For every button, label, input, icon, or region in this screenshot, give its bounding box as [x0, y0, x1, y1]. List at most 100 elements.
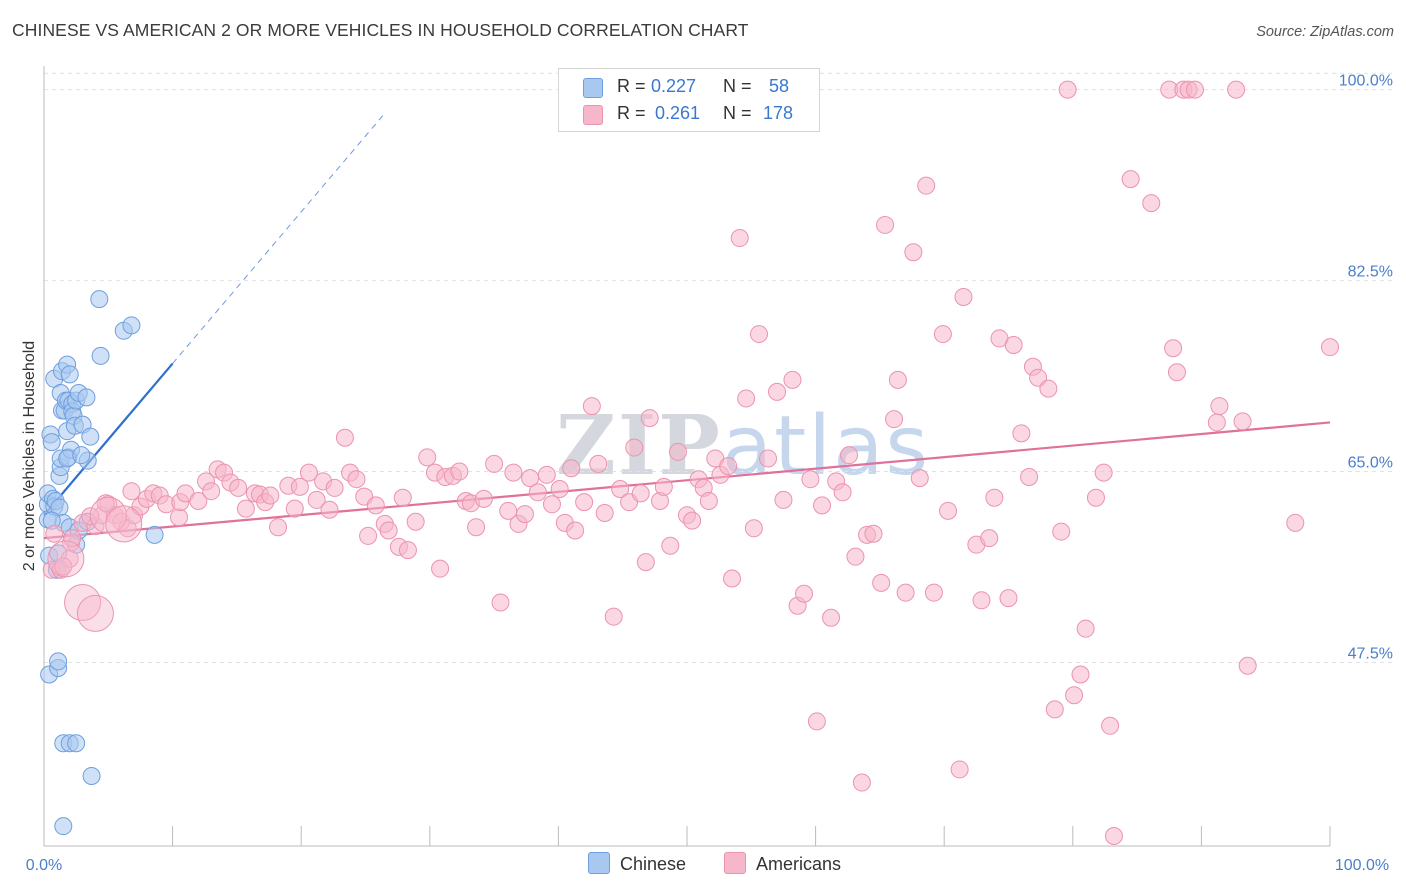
americans-point — [1012, 424, 1031, 443]
chinese-swatch — [583, 78, 603, 98]
americans-point — [325, 478, 344, 497]
americans-point — [924, 583, 943, 602]
americans-point — [917, 176, 936, 195]
y-tick-label: 65.0% — [1348, 455, 1393, 472]
americans-point — [625, 438, 644, 457]
americans-point — [320, 500, 339, 519]
americans-point — [876, 215, 895, 234]
americans-point — [1142, 194, 1161, 213]
americans-point — [550, 480, 569, 499]
americans-point — [750, 325, 769, 344]
americans-point — [864, 524, 883, 543]
americans-point — [406, 512, 425, 531]
stats-legend: R = 0.227 N = 58 R = 0.261 N = 178 — [558, 68, 820, 132]
americans-point — [604, 607, 623, 626]
americans-point — [950, 760, 969, 779]
americans-point — [636, 553, 655, 572]
americans-point — [1094, 463, 1113, 482]
gridlines — [44, 72, 1394, 664]
r-value: 0.261 — [655, 103, 701, 123]
americans-point — [582, 397, 601, 416]
americans-point — [1286, 513, 1305, 532]
n-value: 178 — [763, 103, 794, 123]
legend-item-americans: Americans — [724, 852, 841, 875]
americans-point — [933, 325, 952, 344]
americans-point — [45, 524, 64, 543]
americans-point — [1020, 468, 1039, 487]
americans-point — [852, 773, 871, 792]
americans-point — [885, 410, 904, 429]
r-value: 0.227 — [651, 76, 697, 96]
n-label: N = — [723, 76, 752, 96]
americans-point — [64, 583, 102, 621]
americans-swatch — [724, 852, 746, 874]
americans-point — [54, 557, 73, 576]
americans-point — [1052, 522, 1071, 541]
americans-point — [504, 463, 523, 482]
americans-point — [611, 480, 630, 499]
americans-point — [783, 370, 802, 389]
chinese-point — [145, 525, 164, 544]
americans-point — [1004, 335, 1023, 354]
americans-point — [954, 287, 973, 306]
chinese-point — [122, 316, 141, 335]
americans-point — [589, 454, 608, 473]
americans-point — [774, 490, 793, 509]
source-label: Source: ZipAtlas.com — [1256, 24, 1394, 40]
chart-title: CHINESE VS AMERICAN 2 OR MORE VEHICLES I… — [12, 20, 749, 40]
americans-swatch — [583, 105, 603, 125]
americans-point — [719, 457, 738, 476]
americans-point — [307, 490, 326, 509]
americans-point — [737, 389, 756, 408]
americans-point — [450, 462, 469, 481]
x-tick-label: 0.0% — [26, 857, 62, 874]
chinese-point — [54, 817, 73, 836]
americans-point — [562, 459, 581, 478]
americans-point — [1071, 665, 1090, 684]
americans-point — [744, 519, 763, 538]
americans-point — [972, 591, 991, 610]
americans-point — [528, 483, 547, 502]
americans-point — [236, 499, 255, 518]
chinese-point — [90, 290, 109, 309]
legend-label-americans: Americans — [756, 854, 842, 874]
americans-point — [1210, 397, 1229, 416]
americans-point — [229, 478, 248, 497]
americans-point — [170, 508, 189, 527]
americans-point — [699, 492, 718, 511]
americans-point — [285, 499, 304, 518]
legend-label-chinese: Chinese — [620, 854, 687, 874]
americans-point — [1185, 80, 1204, 99]
americans-point — [801, 470, 820, 489]
americans-point — [904, 243, 923, 262]
americans-point — [1076, 619, 1095, 638]
americans-point — [398, 541, 417, 560]
tick-labels: 47.5% 65.0% 82.5% 100.0% 0.0% 100.0% — [26, 73, 1393, 874]
americans-point — [542, 495, 561, 514]
r-label: R = — [617, 76, 646, 96]
americans-point — [269, 518, 288, 537]
americans-point — [730, 229, 749, 248]
americans-point — [76, 594, 114, 632]
chinese-swatch — [588, 852, 610, 874]
americans-point — [631, 484, 650, 503]
americans-point — [418, 448, 437, 467]
americans-point — [1086, 488, 1105, 507]
chinese-trend-extension — [172, 112, 386, 364]
americans-point — [393, 488, 412, 507]
chinese-point — [91, 346, 110, 365]
americans-point — [299, 463, 318, 482]
y-tick-label: 82.5% — [1348, 264, 1393, 281]
americans-point — [1238, 656, 1257, 675]
americans-point — [105, 505, 143, 543]
americans-point — [575, 493, 594, 512]
chinese-trend-line — [43, 362, 174, 516]
legend-item-chinese: Chinese — [588, 852, 686, 875]
americans-point — [1039, 379, 1058, 398]
americans-point — [1167, 363, 1186, 382]
americans-point — [795, 584, 814, 603]
americans-point — [359, 526, 378, 545]
chinese-point — [81, 427, 100, 446]
americans-point — [290, 477, 309, 496]
americans-point — [768, 382, 787, 401]
